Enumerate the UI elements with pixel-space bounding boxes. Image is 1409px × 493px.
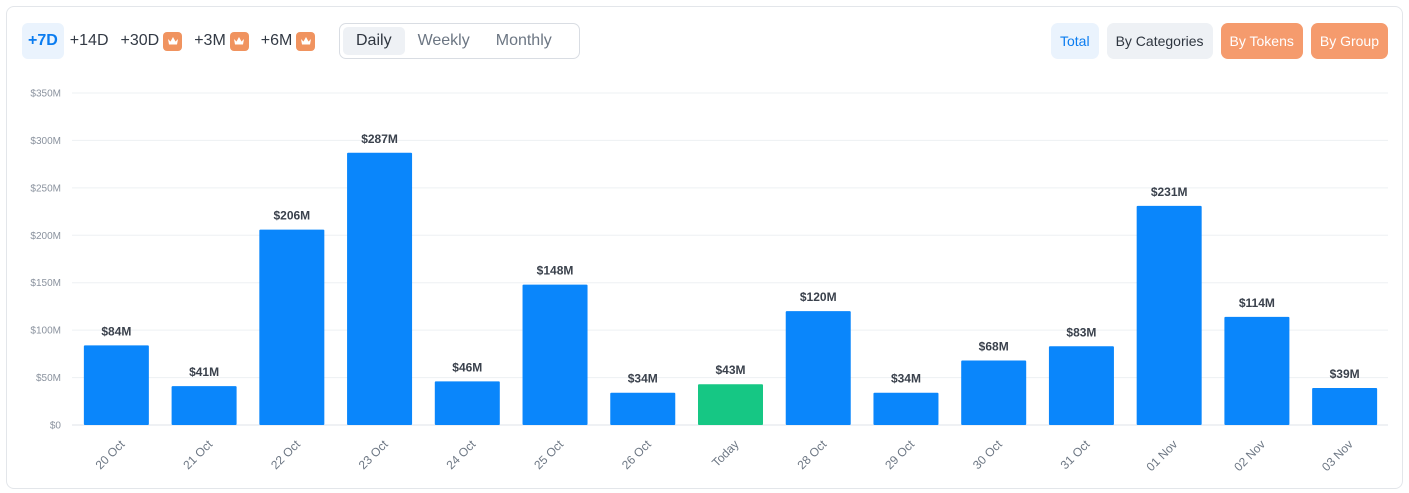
- view-by-categories-button[interactable]: By Categories: [1106, 23, 1213, 59]
- bar: [347, 152, 413, 425]
- bar: [83, 345, 149, 425]
- bar: [785, 311, 851, 425]
- view-total-button[interactable]: Total: [1051, 23, 1099, 59]
- y-tick-label: $350M: [30, 89, 61, 100]
- x-tick-label: 01 Nov: [1143, 437, 1180, 474]
- y-tick-label: $0: [50, 421, 62, 432]
- x-tick-label: 20 Oct: [93, 437, 128, 472]
- bar: [610, 392, 676, 425]
- data-label: $39M: [1330, 367, 1360, 381]
- range-label: +30D: [120, 32, 160, 49]
- x-tick-label: 30 Oct: [970, 437, 1005, 472]
- data-label: $46M: [452, 360, 482, 374]
- crown-icon: [229, 31, 249, 51]
- data-label: $206M: [273, 209, 310, 223]
- x-tick-label: 23 Oct: [356, 437, 391, 472]
- x-tick-label: 03 Nov: [1319, 437, 1356, 474]
- data-label: $120M: [800, 290, 837, 304]
- y-tick-label: $50M: [36, 373, 61, 384]
- x-tick-label: 29 Oct: [882, 437, 917, 472]
- x-tick-label: 26 Oct: [619, 437, 654, 472]
- range-30d-button[interactable]: +30D: [117, 23, 187, 59]
- period-selector: Daily Weekly Monthly: [339, 23, 580, 59]
- bar: [698, 384, 763, 425]
- data-label: $148M: [537, 264, 574, 278]
- bar: [171, 386, 237, 425]
- y-tick-label: $150M: [30, 278, 61, 289]
- bar: [1224, 316, 1290, 425]
- x-tick-label: 21 Oct: [180, 437, 215, 472]
- data-label: $114M: [1239, 296, 1275, 310]
- x-tick-label: 02 Nov: [1231, 437, 1268, 474]
- period-daily-tab[interactable]: Daily: [343, 27, 405, 55]
- data-label: $68M: [979, 339, 1009, 353]
- bar: [434, 381, 500, 425]
- y-tick-label: $100M: [30, 326, 61, 337]
- bar: [1136, 205, 1202, 425]
- bar: [259, 229, 325, 425]
- range-label: +6M: [260, 32, 293, 49]
- range-7d-button[interactable]: +7D: [22, 23, 64, 59]
- bar: [1048, 346, 1114, 425]
- data-label: $83M: [1066, 325, 1096, 339]
- range-6m-button[interactable]: +6M: [257, 23, 320, 59]
- view-by-tokens-button[interactable]: By Tokens: [1220, 23, 1303, 59]
- data-label: $34M: [891, 372, 921, 386]
- time-range-selector: +7D +14D +30D +3M +6M: [22, 23, 323, 59]
- bar: [873, 392, 939, 425]
- crown-icon: [296, 31, 316, 51]
- x-tick-label: 25 Oct: [531, 437, 566, 472]
- range-3m-button[interactable]: +3M: [190, 23, 253, 59]
- x-tick-label: 31 Oct: [1058, 437, 1093, 472]
- range-14d-button[interactable]: +14D: [66, 23, 113, 59]
- data-label: $231M: [1151, 185, 1188, 199]
- y-tick-label: $300M: [30, 136, 61, 147]
- period-monthly-tab[interactable]: Monthly: [495, 32, 552, 49]
- y-tick-label: $200M: [30, 231, 61, 242]
- x-tick-label: 22 Oct: [268, 437, 303, 472]
- y-tick-label: $250M: [30, 183, 61, 194]
- x-tick-label: 24 Oct: [444, 437, 479, 472]
- data-label: $287M: [361, 132, 398, 146]
- data-label: $34M: [628, 372, 658, 386]
- period-weekly-tab[interactable]: Weekly: [417, 32, 470, 49]
- range-label: +7D: [28, 32, 58, 49]
- crown-icon: [163, 31, 183, 51]
- data-label: $43M: [715, 363, 745, 377]
- view-selector: Total By Categories By Tokens By Group: [1043, 23, 1388, 59]
- bar: [1312, 388, 1378, 425]
- x-tick-label: 28 Oct: [794, 437, 829, 472]
- data-label: $84M: [101, 324, 131, 338]
- bar: [961, 360, 1027, 425]
- range-label: +14D: [69, 32, 109, 49]
- range-label: +3M: [194, 32, 226, 49]
- view-by-group-button[interactable]: By Group: [1310, 23, 1388, 59]
- bar: [522, 284, 588, 425]
- data-label: $41M: [189, 365, 219, 379]
- x-tick-label: Today: [709, 437, 742, 470]
